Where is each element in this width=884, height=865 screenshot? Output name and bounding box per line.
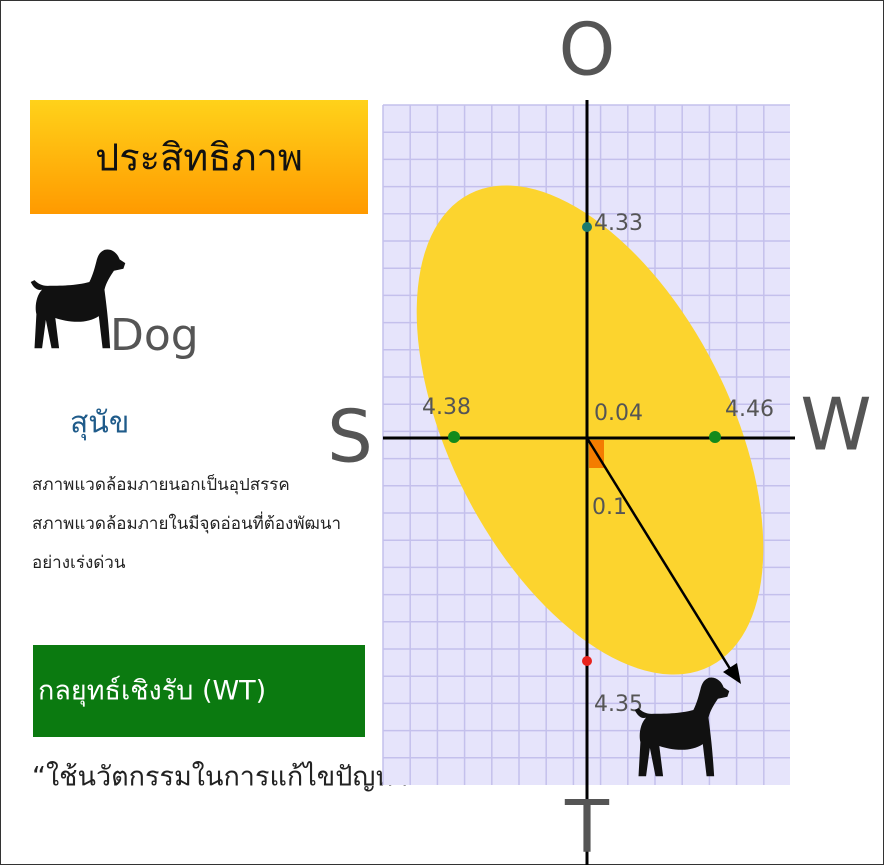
point-bottom	[582, 656, 592, 666]
arrow-head	[723, 663, 741, 684]
value-x: 0.04	[594, 401, 643, 426]
strategy-box	[33, 645, 365, 737]
point-right	[709, 431, 721, 443]
animal-thai-name: สุนัข	[70, 406, 129, 442]
title-box	[30, 100, 368, 214]
description-line: อย่างเร่งด่วน	[32, 553, 126, 573]
value-left: 4.38	[422, 395, 471, 420]
point-left	[448, 431, 460, 443]
axis-left: S	[327, 395, 373, 479]
value-bottom: 4.35	[594, 692, 643, 717]
value-y: 0.1	[592, 495, 627, 520]
value-top: 4.33	[594, 211, 643, 236]
title: ประสิทธิภาพ	[95, 136, 303, 180]
axis-bottom: T	[564, 785, 610, 865]
axis-top: O	[559, 8, 616, 92]
point-top	[582, 222, 592, 232]
ellipse	[416, 185, 764, 675]
axis-right: W	[800, 383, 871, 467]
value-right: 4.46	[725, 397, 774, 422]
strategy-quote: “ใช้นวัตกรรมในการแก้ไขปัญหา”	[32, 761, 422, 793]
description-line: สภาพแวดล้อมภายในมีจุดอ่อนที่ต้องพัฒนา	[32, 511, 341, 534]
strategy-title: กลยุทธ์เชิงรับ (WT)	[38, 675, 266, 708]
animal-name: Dog	[110, 310, 199, 361]
description-line: สภาพแวดล้อมภายนอกเป็นอุปสรรค	[32, 473, 290, 495]
arrow	[585, 437, 734, 673]
